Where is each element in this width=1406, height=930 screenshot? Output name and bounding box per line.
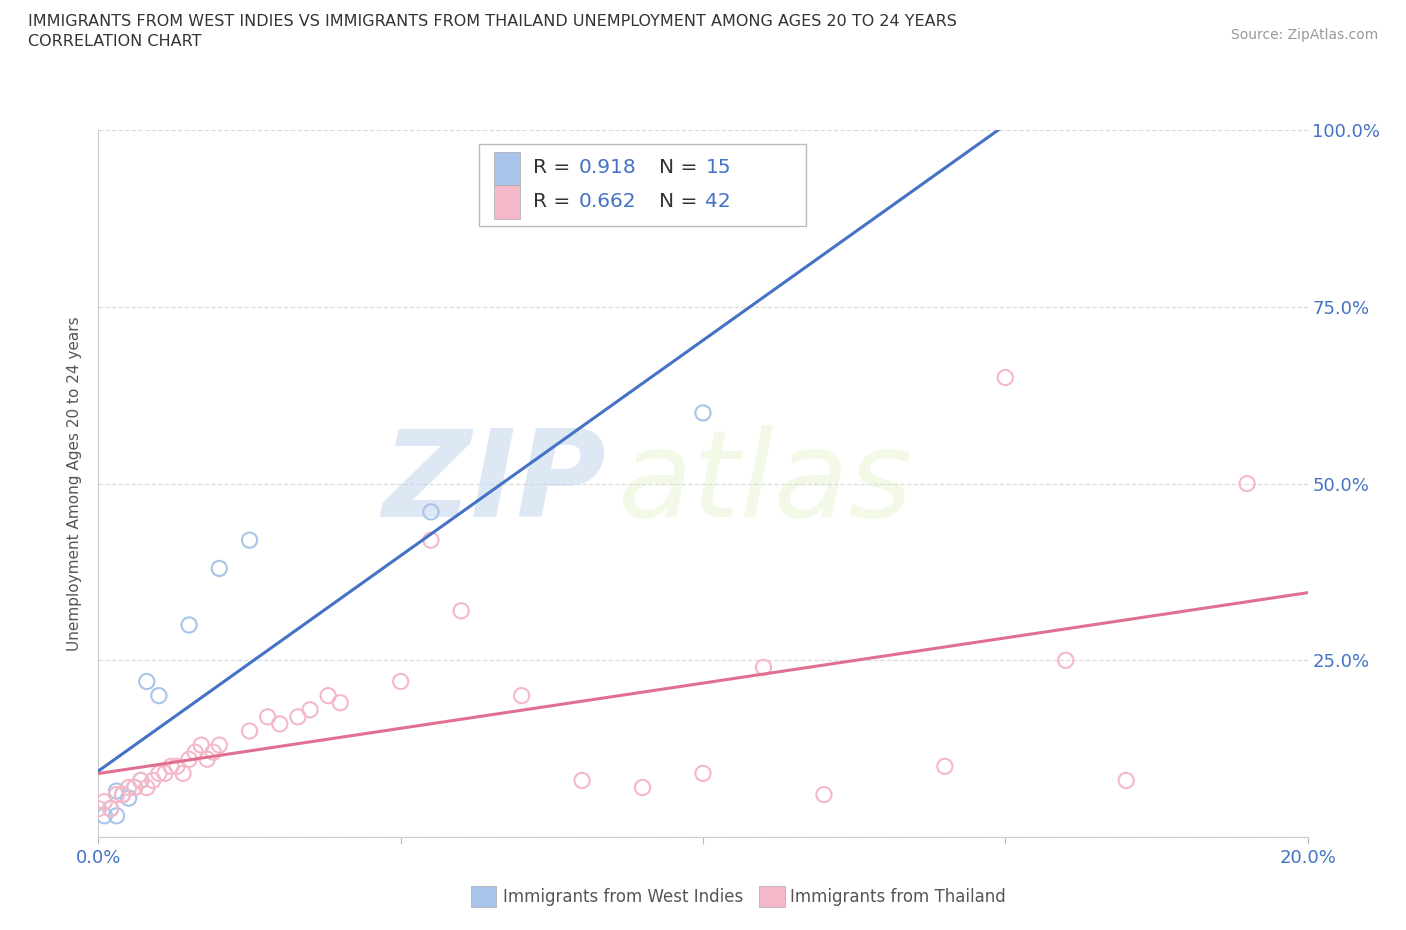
Point [1115,773,1137,788]
Point [813,787,835,802]
Point [111,787,134,802]
Text: 0.662: 0.662 [578,193,636,211]
Y-axis label: Unemployment Among Ages 20 to 24 years: Unemployment Among Ages 20 to 24 years [67,316,83,651]
Point [118,790,141,805]
Point [135,674,157,689]
Point [692,766,714,781]
Point [420,504,443,519]
Text: Immigrants from West Indies: Immigrants from West Indies [503,887,744,906]
Point [389,674,412,689]
Point [934,759,956,774]
Point [105,808,128,823]
Text: N =: N = [659,158,704,177]
Point [87,802,110,817]
Text: Source: ZipAtlas.com: Source: ZipAtlas.com [1230,28,1378,42]
Point [153,766,176,781]
Point [160,759,183,774]
Point [100,802,122,817]
Point [118,780,141,795]
Point [111,787,134,802]
Point [571,773,593,788]
Point [100,802,122,817]
Point [105,784,128,799]
Point [202,745,225,760]
Text: Immigrants from Thailand: Immigrants from Thailand [790,887,1005,906]
Point [105,787,128,802]
Text: 42: 42 [706,193,731,211]
Text: atlas: atlas [619,425,914,542]
Point [256,710,278,724]
Point [129,773,152,788]
Point [450,604,472,618]
Point [269,716,291,731]
Point [179,618,201,632]
Text: 15: 15 [706,158,731,177]
Point [184,745,207,760]
Point [124,780,146,795]
Text: N =: N = [659,193,704,211]
Text: R =: R = [533,193,576,211]
Point [287,710,309,724]
Text: 0.918: 0.918 [578,158,636,177]
Point [93,794,115,809]
Point [195,751,218,766]
Point [239,533,262,548]
FancyBboxPatch shape [479,144,806,226]
Text: R =: R = [533,158,576,177]
Text: CORRELATION CHART: CORRELATION CHART [28,34,201,49]
Point [1054,653,1077,668]
Point [129,773,152,788]
Point [299,702,322,717]
Text: ZIP: ZIP [382,425,606,542]
Point [208,561,231,576]
FancyBboxPatch shape [494,153,520,186]
Point [208,737,231,752]
Point [752,660,775,675]
Point [692,405,714,420]
Point [179,751,201,766]
Text: IMMIGRANTS FROM WEST INDIES VS IMMIGRANTS FROM THAILAND UNEMPLOYMENT AMONG AGES : IMMIGRANTS FROM WEST INDIES VS IMMIGRANT… [28,14,957,29]
Point [135,780,157,795]
Point [172,766,194,781]
Point [239,724,262,738]
Point [1236,476,1258,491]
Point [994,370,1017,385]
Point [316,688,339,703]
Point [329,696,352,711]
Point [420,533,443,548]
Point [166,759,188,774]
Point [142,773,165,788]
Point [148,766,170,781]
Point [148,688,170,703]
Point [93,808,115,823]
Point [124,780,146,795]
Point [631,780,654,795]
Point [510,688,533,703]
Point [190,737,212,752]
FancyBboxPatch shape [494,185,520,219]
